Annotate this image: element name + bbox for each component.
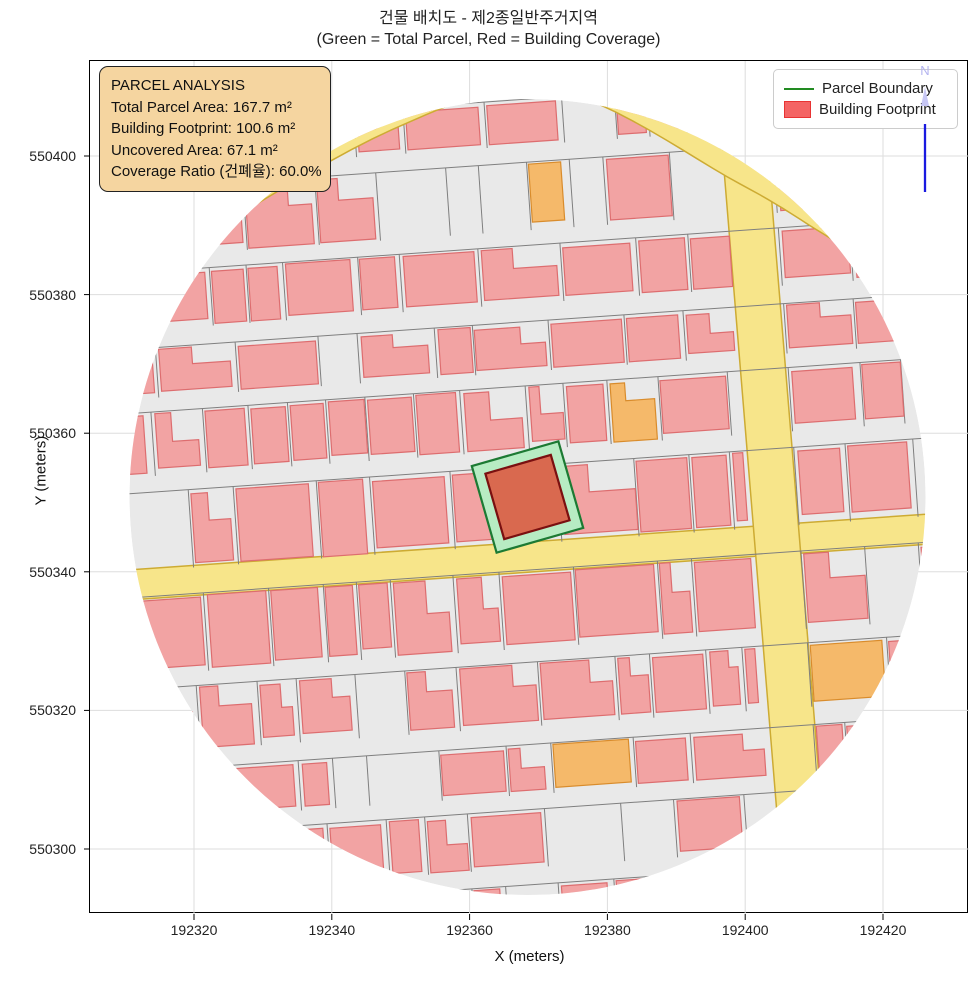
svg-text:N: N <box>920 63 929 78</box>
